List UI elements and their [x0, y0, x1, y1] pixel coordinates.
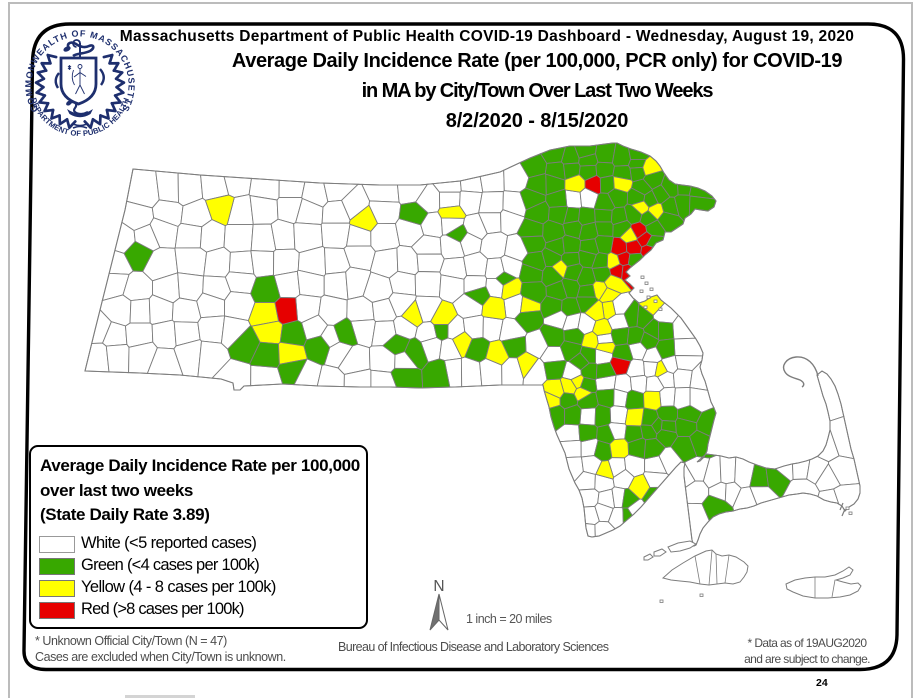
svg-text:N: N: [433, 578, 444, 595]
